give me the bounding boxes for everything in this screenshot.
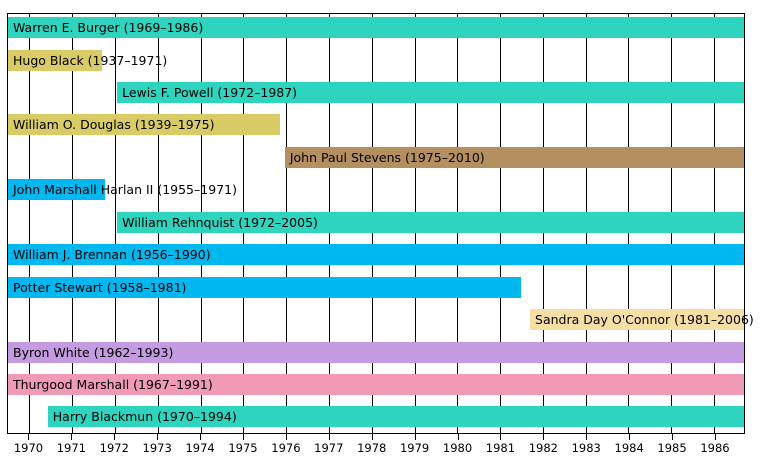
plot-area: Warren E. Burger (1969–1986) Hugo Black (… [7, 13, 754, 434]
axis-tick-label: 1986 [700, 441, 730, 455]
justice-tenure-bar [47, 406, 744, 428]
justice-tenure-label: John Paul Stevens (1975–2010) [289, 149, 485, 165]
year-gridline [29, 14, 31, 433]
axis-tick [114, 434, 116, 440]
year-gridline [114, 14, 116, 433]
justice-tenure-label: Thurgood Marshall (1967–1991) [13, 377, 213, 392]
axis-tick [28, 434, 30, 440]
justice-tenure-label: John Marshall Harlan II (1955–1971) [13, 182, 237, 198]
justice-tenure-label: Warren E. Burger (1969–1986) [13, 20, 204, 35]
axis-tick [543, 434, 545, 440]
axis-tick-label: 1980 [442, 441, 473, 455]
axis-tick [414, 434, 416, 440]
justice-tenure-label: Byron White (1962–1993) [13, 344, 174, 360]
axis-tick [200, 434, 202, 440]
axis-tick [629, 434, 631, 440]
axis-tick-label: 1983 [571, 441, 601, 455]
axis-tick [371, 434, 373, 440]
justice-tenure-bar [8, 244, 744, 266]
justice-tenure-bar [530, 309, 744, 331]
axis-tick [157, 434, 159, 440]
axis-tick [500, 434, 502, 440]
axis-tick-label: 1977 [314, 441, 344, 455]
axis-tick-label: 1984 [614, 441, 644, 455]
axis-tick [672, 434, 674, 440]
axis-tick-label: 1982 [528, 441, 558, 455]
justice-tenure-label: Sandra Day O'Connor (1981–2006) [535, 312, 754, 328]
justice-tenure-bar [8, 341, 744, 363]
axis-tick-label: 1975 [228, 441, 258, 455]
axis-tick [285, 434, 287, 440]
justice-tenure-bar [8, 179, 105, 201]
axis-tick-label: 1978 [357, 441, 387, 455]
axis-tick [586, 434, 588, 440]
x-axis: 1970 1971 1972 1973 1974 1975 1976 1977 1978 1979… [7, 434, 745, 464]
axis-tick [714, 434, 716, 440]
axis-tick-label: 1979 [399, 441, 430, 455]
justice-tenure-bar [8, 17, 744, 38]
axis-tick [457, 434, 459, 440]
axis-tick-label: 1970 [13, 441, 44, 455]
axis-tick-label: 1974 [185, 441, 215, 455]
axis-tick [328, 434, 330, 440]
justice-tenure-bar [8, 114, 281, 136]
justice-tenure-label: Lewis F. Powell (1972–1987) [122, 84, 298, 100]
justice-tenure-label: William J. Brennan (1956–1990) [13, 247, 211, 263]
axis-tick-label: 1971 [56, 441, 86, 455]
justice-tenure-label: Harry Blackmun (1970–1994) [52, 409, 237, 425]
justice-tenure-label: Potter Stewart (1958–1981) [13, 279, 187, 295]
axis-tick-label: 1981 [485, 441, 516, 455]
justice-tenure-bar [284, 146, 744, 168]
justice-tenure-bar [117, 211, 744, 233]
axis-tick-label: 1972 [99, 441, 129, 455]
justice-tenure-label: Hugo Black (1937–1971) [13, 52, 168, 68]
justice-tenure-label: William O. Douglas (1939–1975) [13, 117, 215, 133]
justice-tenure-bar [8, 276, 522, 298]
axis-tick [71, 434, 73, 440]
justice-tenure-bar [117, 81, 744, 103]
axis-tick [242, 434, 244, 440]
year-gridline [72, 14, 74, 433]
justice-tenure-bar [8, 49, 102, 71]
axis-tick-label: 1985 [657, 441, 687, 455]
justice-tenure-label: William Rehnquist (1972–2005) [122, 214, 318, 230]
axis-tick-label: 1976 [271, 441, 301, 455]
justice-tenure-bar [8, 374, 744, 395]
axis-tick-label: 1973 [142, 441, 172, 455]
